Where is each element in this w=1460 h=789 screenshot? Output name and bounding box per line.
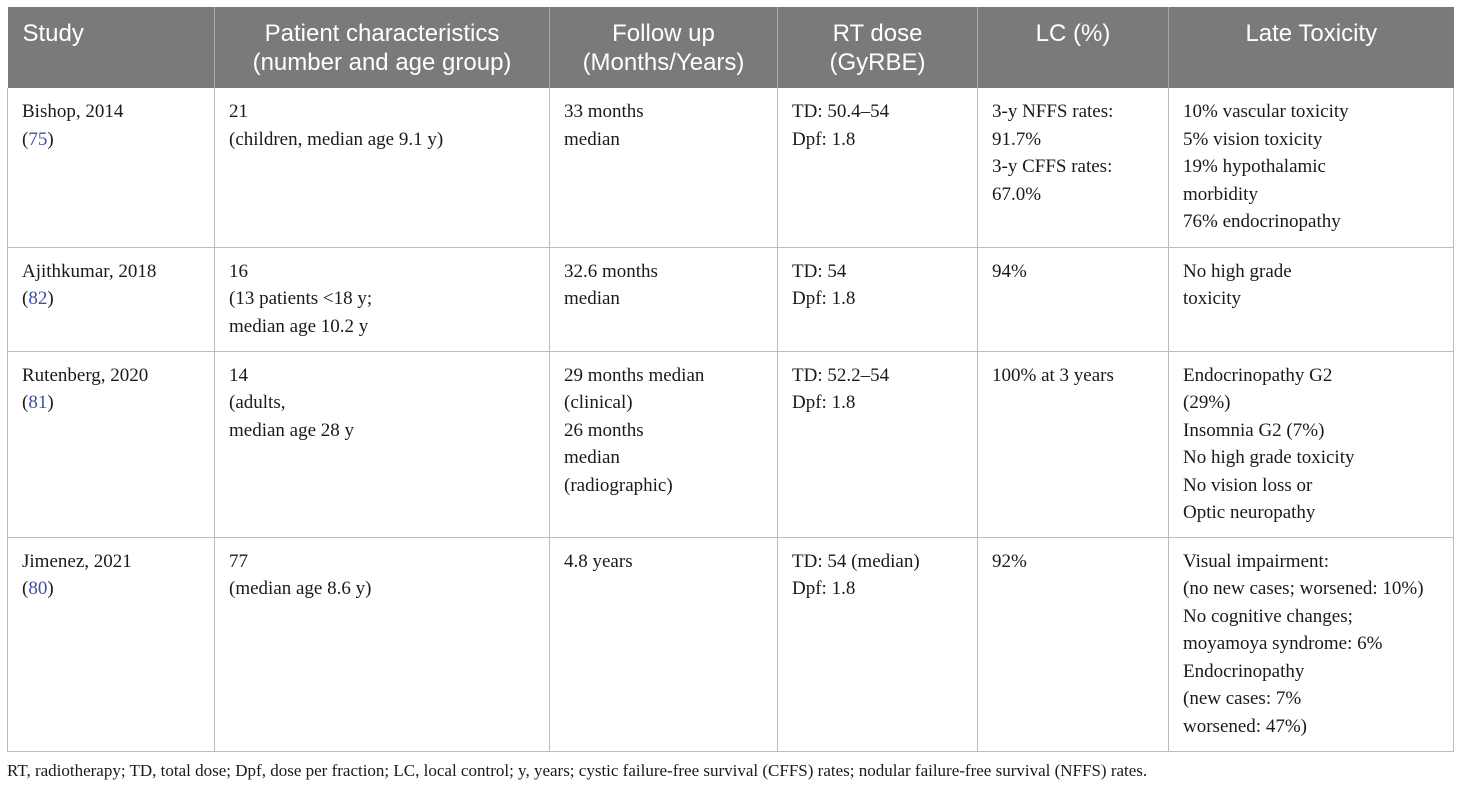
cell-late-toxicity: Endocrinopathy G2 (29%) Insomnia G2 (7%)… <box>1168 351 1454 538</box>
results-table-container: Study Patient characteristics (number an… <box>7 7 1454 752</box>
header-patient-characteristics: Patient characteristics (number and age … <box>214 7 550 88</box>
header-rt-dose: RT dose (GyRBE) <box>777 7 978 88</box>
cell-rt-dose: TD: 52.2–54 Dpf: 1.8 <box>777 351 978 538</box>
cell-patients: 16 (13 patients <18 y; median age 10.2 y <box>214 247 550 352</box>
cell-follow-up: 4.8 years <box>549 537 778 752</box>
cell-follow-up: 33 months median <box>549 88 778 248</box>
reference-link[interactable]: 82 <box>28 288 48 310</box>
reference-link[interactable]: 81 <box>28 392 48 414</box>
header-late-toxicity: Late Toxicity <box>1168 7 1454 88</box>
cell-late-toxicity: Visual impairment: (no new cases; worsen… <box>1168 537 1454 752</box>
study-author-year: Ajithkumar, 2018 <box>22 260 157 282</box>
header-follow-up: Follow up (Months/Years) <box>549 7 778 88</box>
cell-late-toxicity: No high grade toxicity <box>1168 247 1454 352</box>
cell-patients: 77 (median age 8.6 y) <box>214 537 550 752</box>
cell-study: Rutenberg, 2020 (81) <box>7 351 215 538</box>
study-author-year: Rutenberg, 2020 <box>22 364 149 386</box>
cell-study: Ajithkumar, 2018 (82) <box>7 247 215 352</box>
table-row: Rutenberg, 2020 (81) 14 (adults, median … <box>7 351 1454 538</box>
table-body: Bishop, 2014 (75) 21 (children, median a… <box>7 88 1454 752</box>
table-row: Ajithkumar, 2018 (82) 16 (13 patients <1… <box>7 247 1454 352</box>
results-table: Study Patient characteristics (number an… <box>7 7 1454 752</box>
study-author-year: Bishop, 2014 <box>22 101 124 122</box>
cell-local-control: 100% at 3 years <box>977 351 1169 538</box>
header-study: Study <box>22 20 84 47</box>
cell-rt-dose: TD: 54 (median) Dpf: 1.8 <box>777 537 978 752</box>
header-local-control: LC (%) <box>977 7 1169 88</box>
cell-follow-up: 32.6 months median <box>549 247 778 352</box>
cell-study: Bishop, 2014 (75) <box>7 88 215 248</box>
cell-patients: 14 (adults, median age 28 y <box>214 351 550 538</box>
reference-link[interactable]: 75 <box>28 128 48 150</box>
cell-rt-dose: TD: 50.4–54 Dpf: 1.8 <box>777 88 978 248</box>
cell-late-toxicity: 10% vascular toxicity 5% vision toxicity… <box>1168 88 1454 248</box>
table-row: Bishop, 2014 (75) 21 (children, median a… <box>7 88 1454 248</box>
cell-study: Jimenez, 2021 (80) <box>7 537 215 752</box>
cell-patients: 21 (children, median age 9.1 y) <box>214 88 550 248</box>
cell-local-control: 3-y NFFS rates: 91.7% 3-y CFFS rates: 67… <box>977 88 1169 248</box>
cell-local-control: 94% <box>977 247 1169 352</box>
cell-rt-dose: TD: 54 Dpf: 1.8 <box>777 247 978 352</box>
cell-follow-up: 29 months median (clinical) 26 months me… <box>549 351 778 538</box>
study-author-year: Jimenez, 2021 <box>22 550 132 572</box>
header-row: Study Patient characteristics (number an… <box>7 7 1454 88</box>
table-row: Jimenez, 2021 (80) 77 (median age 8.6 y)… <box>7 537 1454 752</box>
reference-link[interactable]: 80 <box>28 578 48 600</box>
table-footnote: RT, radiotherapy; TD, total dose; Dpf, d… <box>7 761 1148 780</box>
table-header: Study Patient characteristics (number an… <box>7 7 1454 88</box>
cell-local-control: 92% <box>977 537 1169 752</box>
